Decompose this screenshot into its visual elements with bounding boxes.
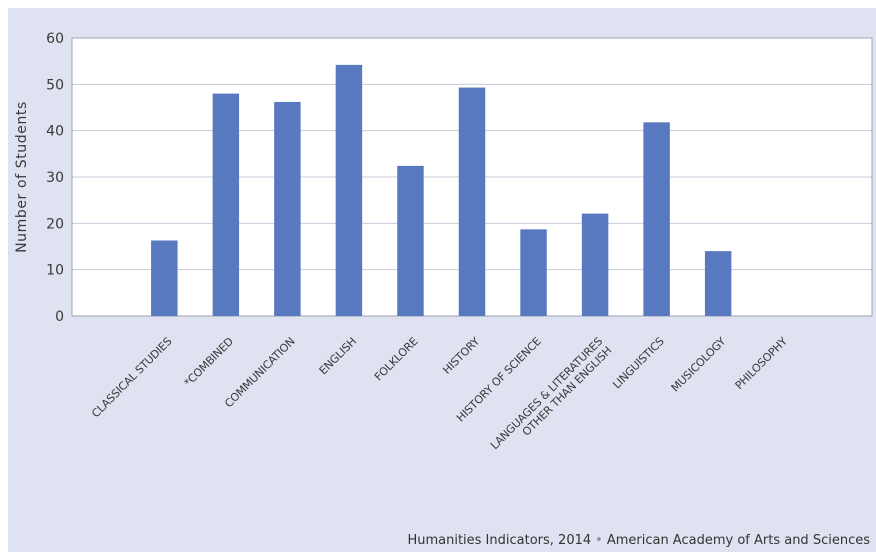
- y-tick-label-30: 30: [46, 170, 64, 186]
- bar-chart: 0 10 20 30 40 50 60 CLASSICAL STUDIES *COMBINED…: [14, 31, 873, 462]
- y-tick-labels: 0 10 20 30 40 50 60: [46, 31, 64, 325]
- x-tick-label-line: LINGUISTICS: [610, 335, 667, 392]
- y-axis-title: Number of Students: [14, 101, 30, 253]
- source-credit: Humanities Indicators, 2014 • American Aca…: [407, 533, 870, 548]
- x-tick-label-combined: *COMBINED: [182, 335, 236, 389]
- y-tick-label-50: 50: [46, 77, 64, 93]
- x-tick-label-philosophy: PHILOSOPHY: [733, 335, 790, 392]
- x-tick-label-line: FOLKLORE: [372, 335, 421, 384]
- bar-history-of-science: [520, 229, 547, 316]
- y-tick-label-60: 60: [46, 31, 64, 47]
- x-tick-label-languages-literatures-other-than-english: LANGUAGES & LITERATURESOTHER THAN ENGLIS…: [488, 335, 615, 462]
- x-tick-label-line: ENGLISH: [317, 335, 359, 377]
- source-publication: Humanities Indicators, 2014: [407, 533, 592, 548]
- y-tick-label-0: 0: [55, 309, 64, 325]
- source-separator: •: [595, 533, 603, 548]
- x-tick-label-folklore: FOLKLORE: [372, 335, 421, 384]
- x-tick-label-line: *COMBINED: [182, 335, 236, 389]
- x-tick-label-classical-studies: CLASSICAL STUDIES: [89, 335, 174, 420]
- x-tick-label-line: PHILOSOPHY: [733, 335, 790, 392]
- chart-frame: 0 10 20 30 40 50 60 CLASSICAL STUDIES *COMBINED…: [8, 8, 876, 552]
- x-tick-label-line: CLASSICAL STUDIES: [89, 335, 174, 420]
- bar-communication: [274, 101, 301, 316]
- x-tick-label-line: MUSICOLOGY: [669, 335, 729, 395]
- bar-musicology: [704, 251, 732, 316]
- x-tick-label-line: LANGUAGES & LITERATURES: [488, 335, 605, 452]
- x-tick-label-english: ENGLISH: [317, 335, 359, 377]
- bar-linguistics: [643, 122, 670, 317]
- x-tick-label-linguistics: LINGUISTICS: [610, 335, 667, 392]
- y-tick-label-10: 10: [46, 263, 64, 279]
- x-tick-label-line: OTHER THAN ENGLISH: [520, 344, 615, 439]
- bar-combined: [212, 93, 240, 316]
- source-organization: American Academy of Arts and Sciences: [606, 533, 870, 548]
- bar-classical-studies: [151, 240, 178, 316]
- y-tick-label-20: 20: [46, 216, 64, 232]
- bar-languages-literatures-other-than-english: [581, 213, 609, 316]
- bar-folklore: [397, 165, 424, 316]
- bars: [151, 64, 732, 317]
- bar-history: [458, 87, 486, 317]
- x-tick-label-history: HISTORY: [440, 335, 482, 377]
- bar-english: [335, 64, 363, 316]
- y-tick-label-40: 40: [46, 124, 64, 140]
- x-tick-label-line: HISTORY: [440, 335, 482, 377]
- x-tick-label-musicology: MUSICOLOGY: [669, 335, 729, 395]
